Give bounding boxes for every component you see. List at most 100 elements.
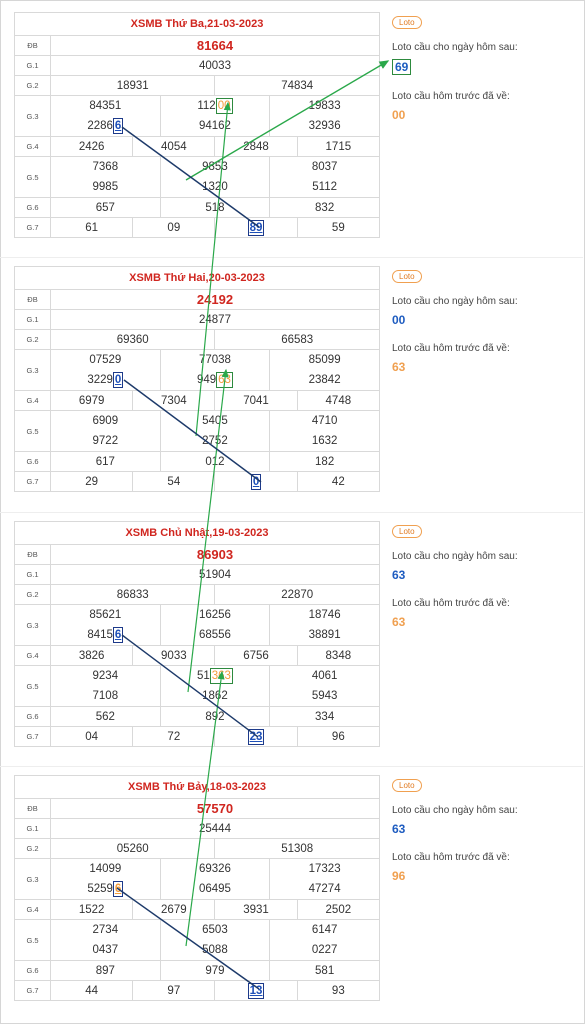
- next-label: Loto cầu cho ngày hôm sau:: [392, 296, 518, 307]
- g1-prize: 51904: [50, 564, 380, 585]
- highlight-g7-digit: 0: [250, 473, 262, 490]
- special-prize: 24192: [50, 289, 380, 310]
- prev-label: Loto cầu hôm trước đã về:: [392, 598, 510, 609]
- g5-prize: 9234 7108: [50, 665, 161, 707]
- g5-prize: 9853 1320: [159, 156, 271, 198]
- g1-prize: 24877: [50, 309, 380, 330]
- g3-prize: 17323 47274: [269, 858, 380, 900]
- g4-prize: 2848: [214, 136, 298, 157]
- g2-prize: 51308: [214, 838, 380, 859]
- result-panel-1: XSMB Thứ Ba,21-03-2023 ĐB 81664 G.1 40033 …: [14, 12, 381, 238]
- prev-value: 63: [392, 360, 406, 374]
- g7-prize: 72: [132, 726, 216, 747]
- loto-badge[interactable]: Loto: [392, 16, 422, 29]
- g2-prize: 86833: [49, 584, 216, 605]
- g7-prize: 61: [49, 217, 134, 238]
- g6-prize: 334: [269, 706, 380, 727]
- next-label: Loto cầu cho ngày hôm sau:: [392, 42, 518, 53]
- loto-badge[interactable]: Loto: [392, 525, 422, 538]
- g2-prize: 74834: [214, 75, 380, 96]
- g7-prize: 96: [296, 726, 381, 747]
- g4-prize: 7041: [214, 390, 298, 411]
- g4-prize: 7304: [132, 390, 216, 411]
- g5-prize: 6147 0227: [269, 919, 380, 961]
- prev-value: 00: [392, 108, 406, 122]
- prev-label: Loto cầu hôm trước đã về:: [392, 852, 510, 863]
- g3-prize: 85099 23842: [269, 349, 380, 391]
- side-panel-2: Loto Loto cầu cho ngày hôm sau: 00 Loto …: [392, 266, 572, 374]
- g6-prize: 657: [50, 197, 161, 218]
- result-table: ĐB 24192 G.1 24877 G.2 69360 66583 G.3 07529…: [14, 289, 381, 492]
- highlight-digit-orange: 6: [112, 881, 124, 897]
- g4-prize: 1522: [49, 899, 134, 920]
- next-value: 00: [392, 313, 406, 327]
- next-value: 69: [392, 59, 572, 75]
- next-value: 63: [392, 568, 406, 582]
- g7-prize: 59: [296, 217, 381, 238]
- g3-prize: 69326 06495: [159, 858, 271, 900]
- g2-prize: 05260: [49, 838, 216, 859]
- result-table: ĐB 57570 G.1 25444 G.2 05260 51308 G.3 14099…: [14, 798, 381, 1001]
- label-db: ĐB: [14, 798, 51, 819]
- next-label: Loto cầu cho ngày hôm sau:: [392, 805, 518, 816]
- g6-prize: 617: [50, 451, 161, 472]
- g7-prize: 09: [132, 217, 216, 238]
- g2-prize: 66583: [214, 329, 380, 350]
- g5-prize: 8037 5112: [269, 156, 380, 198]
- panel-title[interactable]: XSMB Chủ Nhật,19-03-2023: [14, 521, 380, 544]
- g7-prize: 54: [132, 471, 216, 492]
- special-prize: 81664: [50, 35, 380, 56]
- g7-prize: 42: [296, 471, 381, 492]
- g4-prize: 1715: [296, 136, 381, 157]
- special-prize: 86903: [50, 544, 380, 565]
- g7-prize: 89: [214, 217, 298, 238]
- panel-separator: [0, 257, 583, 258]
- g3-prize: 84351 2286 6: [50, 95, 161, 137]
- g5-prize: 7368 9985: [50, 156, 161, 198]
- g5-prize: 6503 5088: [159, 919, 271, 961]
- g6-prize: 581: [269, 960, 380, 981]
- highlight-g7-pair: 13: [247, 982, 265, 999]
- g6-prize: 518: [159, 197, 271, 218]
- g5-prize: 51 363 1862: [159, 665, 271, 707]
- g6-prize: 012: [159, 451, 271, 472]
- panel-title[interactable]: XSMB Thứ Bảy,18-03-2023: [14, 775, 380, 798]
- g7-prize: 23: [214, 726, 298, 747]
- highlight-g7-pair: 23: [247, 728, 265, 745]
- panel-title[interactable]: XSMB Thứ Hai,20-03-2023: [14, 266, 380, 289]
- side-panel-4: Loto Loto cầu cho ngày hôm sau: 63 Loto …: [392, 775, 572, 883]
- g3-prize: 14099 5259 6: [50, 858, 161, 900]
- g2-prize: 18931: [49, 75, 216, 96]
- g7-prize: 29: [49, 471, 134, 492]
- g5-prize: 4061 5943: [269, 665, 380, 707]
- g7-prize: 13: [214, 980, 298, 1001]
- g1-prize: 25444: [50, 818, 380, 839]
- g5-prize: 6909 9722: [50, 410, 161, 452]
- highlight-digit-blue: 6: [112, 118, 124, 134]
- prev-value: 96: [392, 869, 406, 883]
- prev-value: 63: [392, 615, 406, 629]
- highlight-digit-blue: 0: [112, 372, 124, 388]
- g2-prize: 22870: [214, 584, 380, 605]
- label-db: ĐB: [14, 35, 51, 56]
- g4-prize: 2502: [296, 899, 381, 920]
- highlight-digits: 63: [216, 372, 233, 388]
- g5-prize: 5405 2752: [159, 410, 271, 452]
- g5-prize: 4710 1632: [269, 410, 380, 452]
- next-label: Loto cầu cho ngày hôm sau:: [392, 551, 518, 562]
- g6-prize: 562: [50, 706, 161, 727]
- panel-title[interactable]: XSMB Thứ Ba,21-03-2023: [14, 12, 380, 35]
- g2-prize: 69360: [49, 329, 216, 350]
- g3-prize: 16256 68556: [159, 604, 271, 646]
- g7-prize: 04: [49, 726, 134, 747]
- g4-prize: 2426: [49, 136, 134, 157]
- label-db: ĐB: [14, 544, 51, 565]
- g1-prize: 40033: [50, 55, 380, 76]
- g6-prize: 897: [50, 960, 161, 981]
- g6-prize: 979: [159, 960, 271, 981]
- g3-prize: 18746 38891: [269, 604, 380, 646]
- loto-badge[interactable]: Loto: [392, 779, 422, 792]
- g7-prize: 44: [49, 980, 134, 1001]
- g4-prize: 2679: [132, 899, 216, 920]
- loto-badge[interactable]: Loto: [392, 270, 422, 283]
